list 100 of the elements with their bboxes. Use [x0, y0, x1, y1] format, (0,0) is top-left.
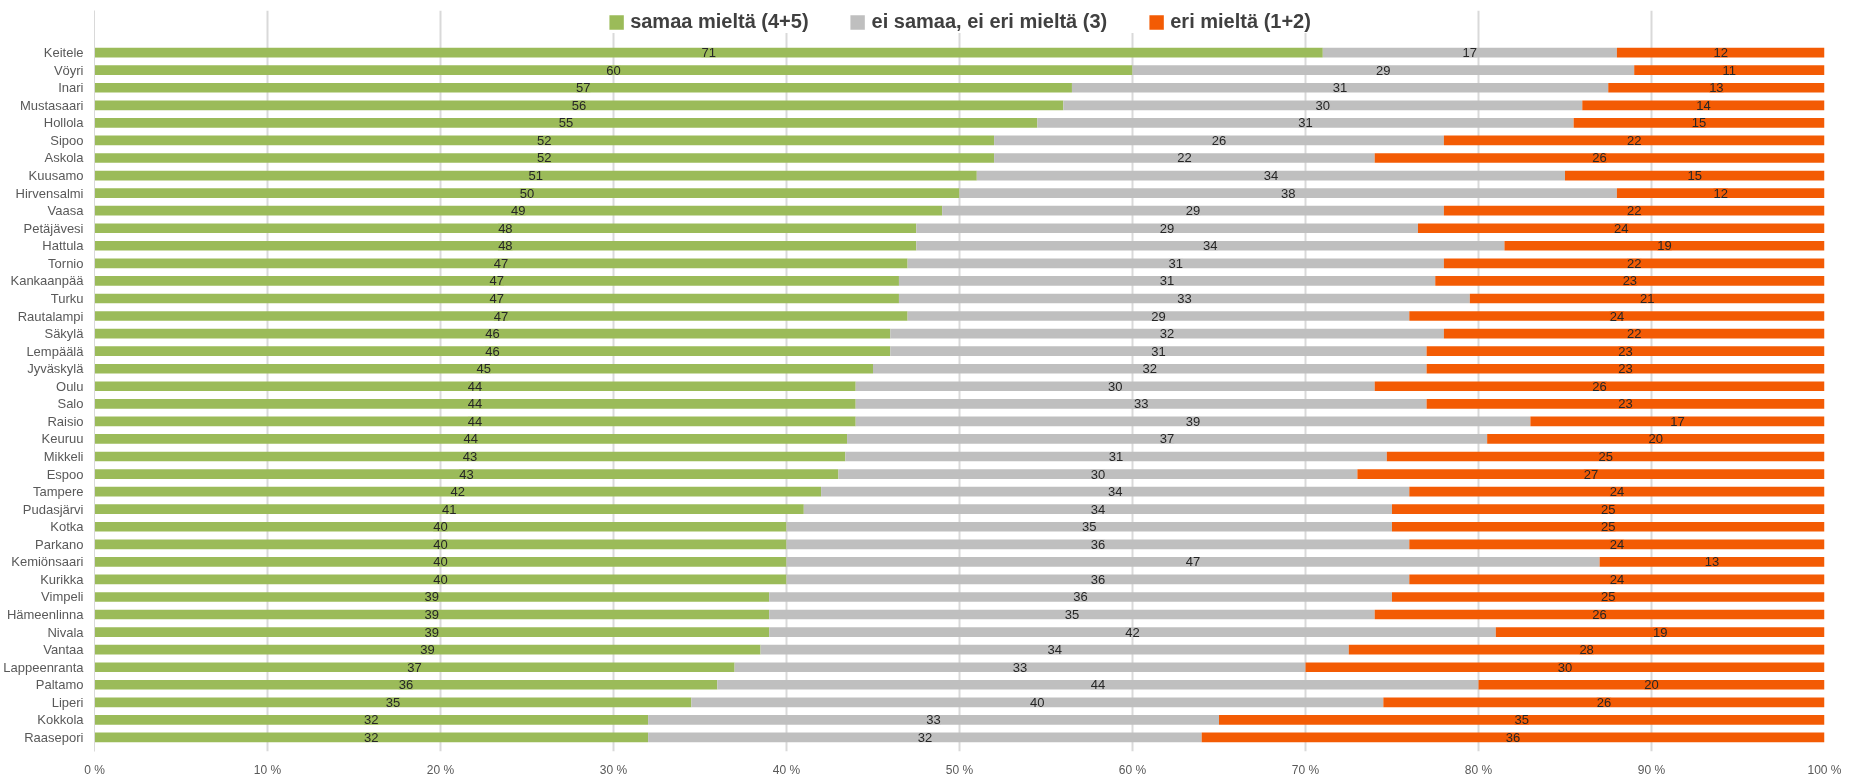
bar: [1443, 205, 1825, 216]
bar: [873, 363, 1427, 374]
y-tick-label: Kankaanpää: [10, 273, 85, 289]
data-label: 39: [1185, 413, 1201, 429]
data-label: 30: [1557, 659, 1573, 675]
y-tick-label: Kuusamo: [28, 168, 84, 184]
bar: [1616, 188, 1825, 198]
data-label: 40: [433, 536, 448, 552]
bar: [855, 416, 1531, 427]
data-label: 48: [498, 220, 513, 236]
bar: [691, 697, 1384, 708]
bar: [847, 434, 1488, 444]
data-label: 22: [1626, 255, 1642, 271]
bar: [734, 662, 1306, 673]
bar: [1608, 82, 1825, 93]
data-label: 32: [1142, 361, 1158, 377]
data-label: 23: [1618, 396, 1633, 412]
data-label: 60: [606, 62, 621, 78]
data-label: 20: [1644, 677, 1659, 693]
bar: [786, 557, 1600, 567]
bar: [1071, 82, 1609, 93]
data-label: 47: [1185, 554, 1201, 570]
data-label: 25: [1601, 589, 1616, 605]
data-label: 32: [1159, 326, 1175, 342]
bar: [1435, 276, 1825, 286]
bar: [1530, 416, 1825, 427]
bar: [717, 679, 1479, 690]
bar: [94, 223, 917, 234]
data-label: 22: [1177, 150, 1192, 166]
y-tick-label: Mustasaari: [19, 97, 84, 113]
bar: [94, 153, 995, 163]
x-tick-label: 100 %: [1807, 762, 1842, 777]
data-label: 32: [917, 729, 933, 745]
y-tick-label: Espoo: [46, 466, 84, 482]
data-label: 47: [489, 273, 504, 289]
data-label: 33: [1012, 659, 1028, 675]
data-label: 46: [485, 343, 500, 359]
data-label: 30: [1107, 378, 1123, 394]
bar: [1219, 715, 1825, 725]
data-label: 30: [1090, 466, 1106, 482]
data-label: 44: [1090, 677, 1106, 693]
bar: [94, 258, 908, 269]
data-label: 34: [1263, 168, 1279, 184]
y-tick-label: Vimpeli: [41, 589, 84, 605]
data-label: 37: [1159, 431, 1175, 447]
data-label: 35: [385, 694, 401, 710]
y-tick-label: Oulu: [56, 378, 84, 394]
y-tick-label: Vantaa: [43, 642, 85, 658]
x-tick-label: 40 %: [772, 762, 801, 777]
bar: [786, 521, 1392, 532]
data-label: 52: [537, 150, 552, 166]
y-tick-label: Raisio: [47, 413, 84, 429]
bar: [1322, 47, 1617, 58]
data-label: 39: [424, 624, 440, 640]
data-label: 36: [398, 677, 414, 693]
data-label: 43: [459, 466, 474, 482]
data-label: 31: [1159, 273, 1175, 289]
y-tick-label: Turku: [50, 290, 84, 306]
x-tick-label: 60 %: [1118, 762, 1147, 777]
bar: [94, 346, 891, 356]
bar: [890, 346, 1427, 356]
data-label: 42: [1125, 624, 1140, 640]
y-tick-label: Tornio: [48, 255, 84, 271]
y-tick-label: Petäjävesi: [23, 220, 84, 236]
y-tick-label: Keuruu: [41, 431, 84, 447]
y-tick-label: Mikkeli: [43, 449, 84, 464]
bar: [1443, 328, 1825, 339]
data-label: 25: [1601, 501, 1616, 517]
data-label: 47: [489, 290, 504, 306]
bar: [94, 328, 891, 339]
data-label: 36: [1090, 536, 1106, 552]
bar: [94, 135, 995, 146]
bar: [916, 223, 1418, 234]
legend-label: eri mieltä (1+2): [1170, 10, 1311, 33]
bar: [94, 486, 822, 497]
bar: [786, 539, 1410, 550]
bar: [94, 434, 848, 444]
bar: [94, 399, 856, 409]
data-label: 50: [519, 185, 535, 201]
bar: [1426, 399, 1825, 409]
bar: [94, 715, 649, 725]
bar: [1417, 223, 1825, 234]
bar: [1565, 170, 1825, 181]
bar: [942, 205, 1444, 216]
y-tick-label: Pudasjärvi: [22, 501, 84, 517]
data-label: 31: [1298, 115, 1313, 131]
data-label: 47: [493, 255, 509, 271]
data-label: 20: [1648, 431, 1664, 447]
x-tick-label: 20 %: [426, 762, 455, 777]
bar: [94, 574, 787, 585]
bar: [1582, 100, 1825, 111]
bar: [760, 644, 1349, 655]
bar: [94, 644, 761, 655]
data-label: 24: [1609, 571, 1625, 587]
y-tick-label: Vaasa: [47, 203, 85, 219]
legend-label: ei samaa, ei eri mieltä (3): [871, 10, 1108, 33]
data-label: 24: [1609, 484, 1625, 500]
bar: [907, 258, 1444, 269]
bar: [94, 627, 770, 637]
bar: [1386, 451, 1825, 462]
